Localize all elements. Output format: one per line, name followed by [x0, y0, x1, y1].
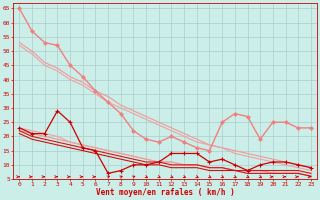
- X-axis label: Vent moyen/en rafales ( km/h ): Vent moyen/en rafales ( km/h ): [96, 188, 235, 197]
